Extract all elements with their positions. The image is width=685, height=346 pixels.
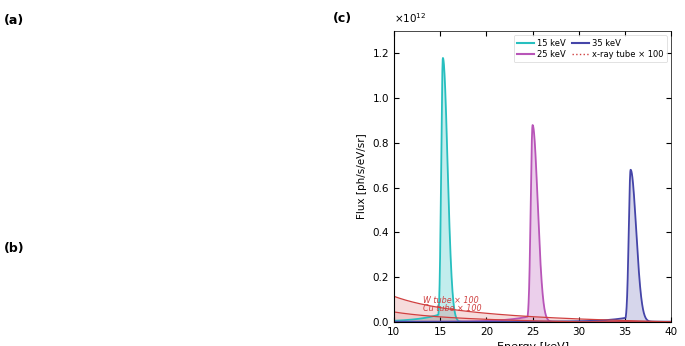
Text: (b): (b) — [4, 242, 25, 255]
Legend: 15 keV, 25 keV, 35 keV, x-ray tube × 100: 15 keV, 25 keV, 35 keV, x-ray tube × 100 — [514, 35, 667, 63]
Text: $\times10^{12}$: $\times10^{12}$ — [394, 11, 426, 25]
X-axis label: Energy [keV]: Energy [keV] — [497, 342, 569, 346]
Y-axis label: Flux [ph/s/eV/sr]: Flux [ph/s/eV/sr] — [357, 134, 367, 219]
Text: W tube × 100: W tube × 100 — [423, 297, 479, 306]
Text: Cu tube × 100: Cu tube × 100 — [423, 304, 482, 313]
Text: (c): (c) — [333, 12, 352, 25]
Text: (a): (a) — [4, 14, 24, 27]
